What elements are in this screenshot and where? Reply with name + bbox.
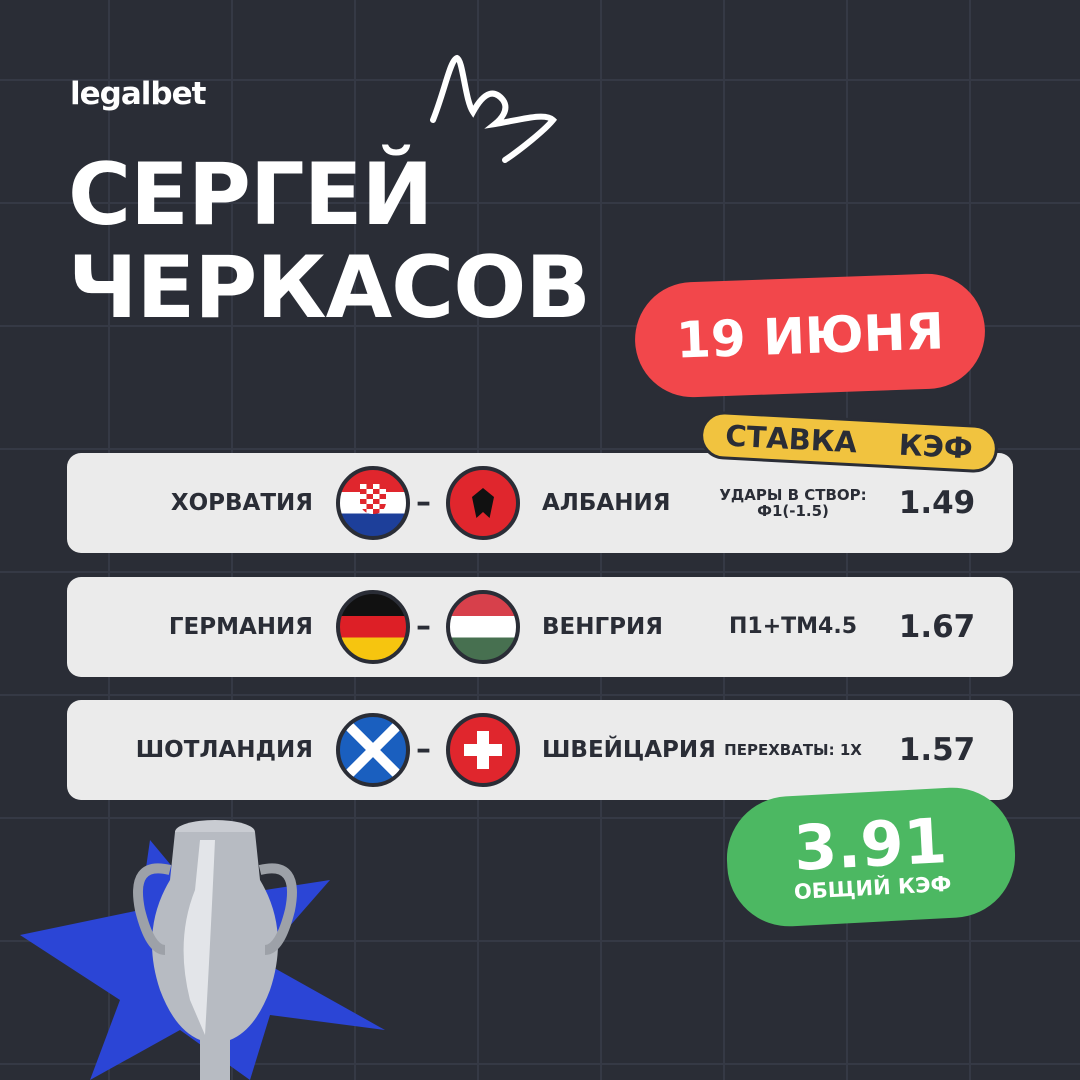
date-badge: 19 ИЮНЯ — [633, 271, 987, 400]
away-team: ВЕНГРИЯ — [542, 614, 663, 640]
hungary-flag-icon — [446, 590, 520, 664]
scotland-flag-icon — [336, 713, 410, 787]
odds-value: 1.49 — [898, 485, 976, 521]
vs-separator: – — [416, 732, 431, 767]
trophy-illustration — [20, 820, 385, 1080]
vs-separator: – — [416, 485, 431, 520]
croatia-flag-icon — [336, 466, 410, 540]
bet-text: УДАРЫ В СТВОР: Ф1(-1.5) — [719, 485, 867, 520]
albania-flag-icon — [446, 466, 520, 540]
home-team: ШОТЛАНДИЯ — [135, 737, 313, 763]
author-first-name: СЕРГЕЙ — [68, 145, 433, 245]
squiggle-decoration — [430, 54, 558, 163]
odds-value: 1.67 — [898, 609, 976, 645]
bet-text: ПЕРЕХВАТЫ: 1Х — [724, 740, 862, 759]
author-last-name: ЧЕРКАСОВ — [68, 238, 591, 338]
away-team: ШВЕЙЦАРИЯ — [542, 737, 716, 763]
brand-logo: legalbet — [70, 76, 206, 112]
total-odds-value: 3.91 — [792, 804, 949, 885]
total-odds-badge: 3.91 ОБЩИЙ КЭФ — [723, 784, 1019, 930]
switzerland-flag-icon — [446, 713, 520, 787]
home-team: ХОРВАТИЯ — [170, 490, 313, 516]
away-team: АЛБАНИЯ — [542, 490, 671, 516]
germany-flag-icon — [336, 590, 410, 664]
bet-text: П1+ТМ4.5 — [728, 613, 858, 639]
odds-header: КЭФ — [898, 427, 974, 466]
match-row: ГЕРМАНИЯ – ВЕНГРИЯ П1+ТМ4.5 1.67 — [67, 577, 1013, 677]
trophy-icon — [133, 820, 297, 1080]
bet-header: СТАВКА — [724, 418, 858, 460]
match-row: ШОТЛАНДИЯ – ШВЕЙЦАРИЯ ПЕРЕХВАТЫ: 1Х 1.57 — [67, 700, 1013, 800]
home-team: ГЕРМАНИЯ — [168, 614, 313, 640]
match-row: ХОРВАТИЯ – АЛБАНИЯ УДАРЫ В СТВОР: Ф1(-1.… — [67, 453, 1013, 553]
vs-separator: – — [416, 609, 431, 644]
odds-value: 1.57 — [898, 732, 976, 768]
